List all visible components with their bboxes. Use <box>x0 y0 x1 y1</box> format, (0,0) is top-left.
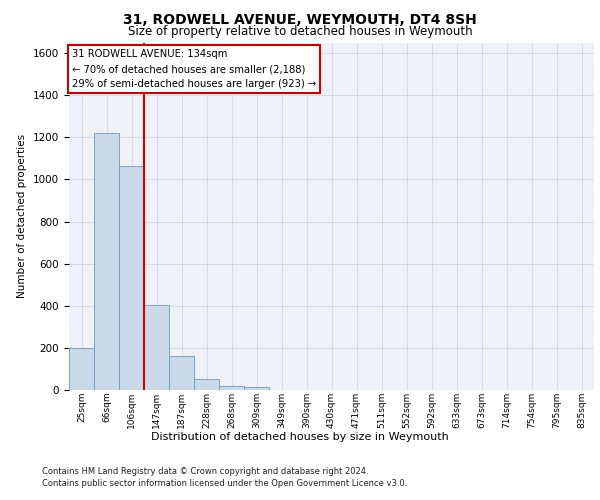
Bar <box>94 133 119 390</box>
Bar <box>219 386 244 390</box>
Bar <box>119 166 144 390</box>
Text: Distribution of detached houses by size in Weymouth: Distribution of detached houses by size … <box>151 432 449 442</box>
Bar <box>144 304 169 390</box>
Bar <box>194 380 219 390</box>
Text: Contains public sector information licensed under the Open Government Licence v3: Contains public sector information licen… <box>42 479 407 488</box>
Text: Size of property relative to detached houses in Weymouth: Size of property relative to detached ho… <box>128 25 472 38</box>
Y-axis label: Number of detached properties: Number of detached properties <box>17 134 28 298</box>
Text: Contains HM Land Registry data © Crown copyright and database right 2024.: Contains HM Land Registry data © Crown c… <box>42 468 368 476</box>
Bar <box>69 348 94 390</box>
Text: 31, RODWELL AVENUE, WEYMOUTH, DT4 8SH: 31, RODWELL AVENUE, WEYMOUTH, DT4 8SH <box>123 12 477 26</box>
Text: 31 RODWELL AVENUE: 134sqm
← 70% of detached houses are smaller (2,188)
29% of se: 31 RODWELL AVENUE: 134sqm ← 70% of detac… <box>71 50 316 89</box>
Bar <box>169 356 194 390</box>
Bar <box>244 388 269 390</box>
